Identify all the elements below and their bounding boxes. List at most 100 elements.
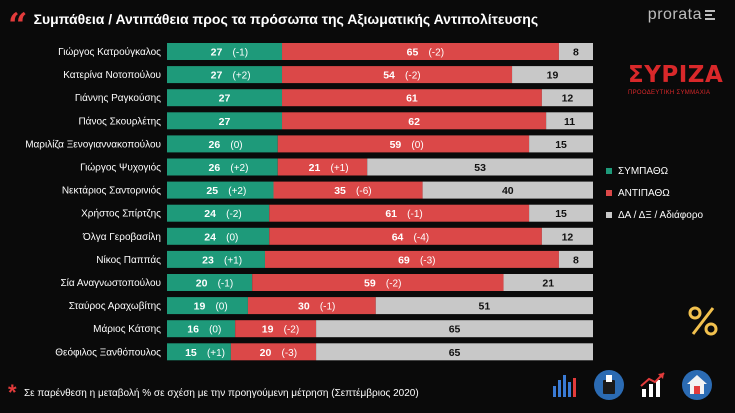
data-label: 20	[260, 347, 272, 359]
data-label: 19	[547, 70, 559, 82]
ballot-box-icon	[592, 368, 626, 402]
data-label: 11	[564, 116, 575, 128]
data-label: 20	[196, 278, 208, 290]
category-label: Μαριλίζα Ξενογιαννακοπούλου	[25, 138, 161, 150]
category-label: Όλγα Γεροβασίλη	[82, 231, 161, 243]
party-subtitle: ΠΡΟΟΔΕΥΤΙΚΗ ΣΥΜΜΑΧΙΑ	[628, 90, 711, 96]
bar-segment-antipathy	[273, 181, 423, 199]
trend-chart-icon	[636, 368, 670, 402]
bar-segment-antipathy	[282, 66, 513, 84]
bar-segment-antipathy	[282, 112, 547, 130]
bar-segment-sympathy	[167, 66, 283, 84]
change-label: (-2)	[405, 71, 421, 82]
bar-segment-sympathy	[167, 181, 274, 199]
percent-icon	[686, 304, 720, 338]
change-label: (-2)	[284, 325, 300, 336]
change-label: (+2)	[228, 186, 246, 197]
change-label: (0)	[226, 232, 238, 243]
bar-segment-sympathy	[167, 274, 253, 291]
category-label: Πάνος Σκουρλέτης	[78, 115, 161, 127]
change-label: (+1)	[224, 255, 242, 266]
category-label: Μάριος Κάτσης	[93, 323, 161, 335]
data-label: 35	[334, 185, 346, 197]
change-label: (-2)	[428, 48, 444, 59]
bar-segment-antipathy	[247, 297, 376, 315]
bar-segment-sympathy	[167, 297, 248, 315]
bar-segment-sympathy	[167, 43, 283, 60]
data-label: 27	[219, 93, 231, 105]
data-label: 25	[206, 185, 218, 197]
change-label: (+1)	[330, 163, 348, 174]
brand-mark-icon	[705, 10, 715, 20]
bar-segment-other	[367, 158, 593, 176]
data-label: 26	[209, 139, 221, 151]
category-label: Χρήστος Σπίρτζης	[81, 208, 161, 220]
legend: ΣΥΜΠΑΘΩ ΑΝΤΙΠΑΘΩ ΔΑ / ΔΞ / Αδιάφορο	[606, 164, 703, 230]
change-label: (-1)	[233, 48, 249, 59]
change-label: (+2)	[230, 163, 248, 174]
data-label: 27	[219, 116, 231, 128]
data-label: 59	[364, 278, 376, 290]
data-label: 69	[398, 254, 410, 266]
data-label: 16	[187, 324, 199, 336]
data-label: 27	[211, 47, 223, 59]
brand-name: prorata	[647, 6, 702, 23]
data-label: 61	[406, 93, 418, 105]
legend-item-sympathy: ΣΥΜΠΑΘΩ	[606, 164, 703, 178]
legend-item-antipathy: ΑΝΤΙΠΑΘΩ	[606, 186, 703, 200]
legend-swatch-other	[606, 212, 612, 218]
bar-segment-other	[375, 297, 593, 315]
bar-segment-antipathy	[277, 158, 368, 176]
data-label: 19	[262, 324, 274, 336]
data-label: 15	[555, 139, 567, 151]
quote-mark-icon: “	[8, 6, 28, 46]
legend-item-other: ΔΑ / ΔΞ / Αδιάφορο	[606, 208, 703, 222]
change-label: (-6)	[356, 186, 372, 197]
bar-segment-antipathy	[269, 227, 542, 245]
data-label: 65	[407, 47, 419, 59]
category-label: Γιώργος Ψυχογιός	[80, 162, 161, 174]
bar-segment-antipathy	[282, 43, 559, 60]
data-label: 53	[474, 162, 486, 174]
change-label: (+1)	[207, 348, 225, 359]
data-label: 64	[392, 231, 404, 243]
change-label: (-2)	[386, 279, 402, 290]
change-label: (0)	[230, 140, 242, 151]
bar-segment-sympathy	[167, 204, 270, 222]
footnote: * Σε παρένθεση η μεταβολή % σε σχέση με …	[8, 380, 419, 405]
bar-segment-other	[546, 112, 593, 130]
change-label: (-3)	[282, 348, 298, 359]
change-label: (-2)	[226, 209, 242, 220]
data-label: 21	[309, 162, 321, 174]
footnote-text: Σε παρένθεση η μεταβολή % σε σχέση με τη…	[24, 388, 419, 399]
header: “ Συμπάθεια / Αντιπάθεια προς τα πρόσωπα…	[8, 6, 538, 43]
data-label: 23	[202, 254, 214, 266]
data-label: 54	[383, 70, 395, 82]
legend-label-antipathy: ΑΝΤΙΠΑΘΩ	[618, 187, 670, 199]
change-label: (-3)	[420, 255, 436, 266]
data-label: 30	[298, 301, 310, 313]
data-label: 40	[502, 185, 514, 197]
category-label: Σία Αναγνωστοπούλου	[60, 277, 161, 289]
data-label: 15	[185, 347, 197, 359]
category-label: Γιάννης Ραγκούσης	[75, 92, 161, 104]
data-label: 26	[209, 162, 221, 174]
data-label: 12	[562, 93, 574, 105]
bar-chart-icon	[548, 368, 582, 402]
party-logo: ΣΥΡΙΖΑ ΠΡΟΟΔΕΥΤΙΚΗ ΣΥΜΜΑΧΙΑ	[628, 64, 723, 104]
bar-segment-antipathy	[230, 343, 317, 361]
bar-segment-other	[529, 204, 593, 222]
bar-segment-other	[316, 320, 593, 338]
category-label: Γιώργος Κατρούγκαλος	[58, 46, 161, 58]
data-label: 24	[204, 231, 216, 243]
bar-segment-sympathy	[167, 227, 270, 245]
category-label: Κατερίνα Νοτοπούλου	[63, 69, 161, 81]
house-icon	[680, 368, 714, 402]
data-label: 51	[479, 301, 491, 313]
data-label: 12	[562, 231, 574, 243]
change-label: (-1)	[407, 209, 423, 220]
change-label: (0)	[411, 140, 423, 151]
data-label: 61	[385, 208, 397, 220]
bar-segment-antipathy	[269, 204, 530, 222]
data-label: 21	[542, 278, 554, 290]
